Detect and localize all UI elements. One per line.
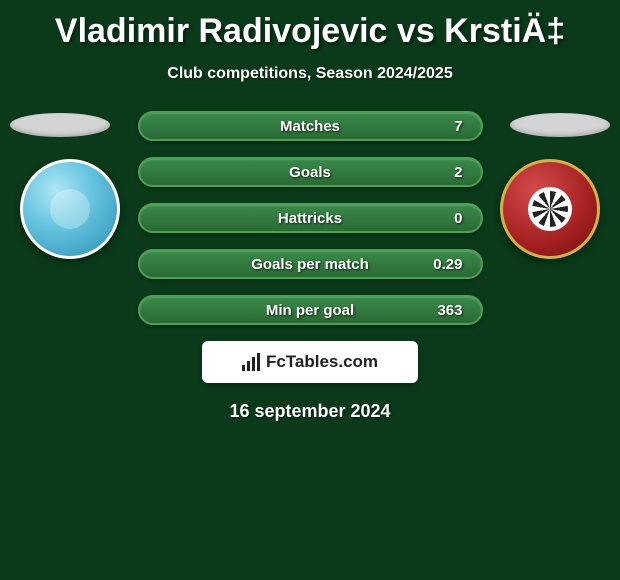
stat-row-min-per-goal: Min per goal 363: [138, 295, 483, 325]
source-logo[interactable]: FcTables.com: [202, 341, 418, 383]
stat-label: Min per goal: [198, 302, 423, 319]
stat-label: Goals per match: [198, 256, 423, 273]
stat-value: 363: [423, 302, 463, 319]
stat-label: Hattricks: [198, 210, 423, 227]
stat-row-goals: Goals 2: [138, 157, 483, 187]
date-label: 16 september 2024: [0, 401, 620, 422]
player-shadow-right: [510, 113, 610, 137]
logo-text: FcTables.com: [242, 352, 378, 372]
subtitle: Club competitions, Season 2024/2025: [0, 65, 620, 83]
stat-row-goals-per-match: Goals per match 0.29: [138, 249, 483, 279]
badge-left-icon: [20, 159, 120, 259]
stat-value: 2: [423, 164, 463, 181]
stats-list: Matches 7 Goals 2 Hattricks 0 Goals per …: [138, 111, 483, 325]
stat-label: Goals: [198, 164, 423, 181]
stat-row-hattricks: Hattricks 0: [138, 203, 483, 233]
stat-value: 0.29: [423, 256, 463, 273]
club-badge-right: [500, 159, 600, 259]
stat-label: Matches: [198, 118, 423, 135]
stat-value: 7: [423, 118, 463, 135]
badge-right-icon: [500, 159, 600, 259]
stat-row-matches: Matches 7: [138, 111, 483, 141]
chart-icon: [242, 353, 260, 371]
logo-label: FcTables.com: [266, 352, 378, 372]
player-shadow-left: [10, 113, 110, 137]
stat-value: 0: [423, 210, 463, 227]
club-badge-left: [20, 159, 120, 259]
page-title: Vladimir Radivojevic vs KrstiÄ‡: [0, 0, 620, 51]
content-area: Matches 7 Goals 2 Hattricks 0 Goals per …: [0, 111, 620, 422]
